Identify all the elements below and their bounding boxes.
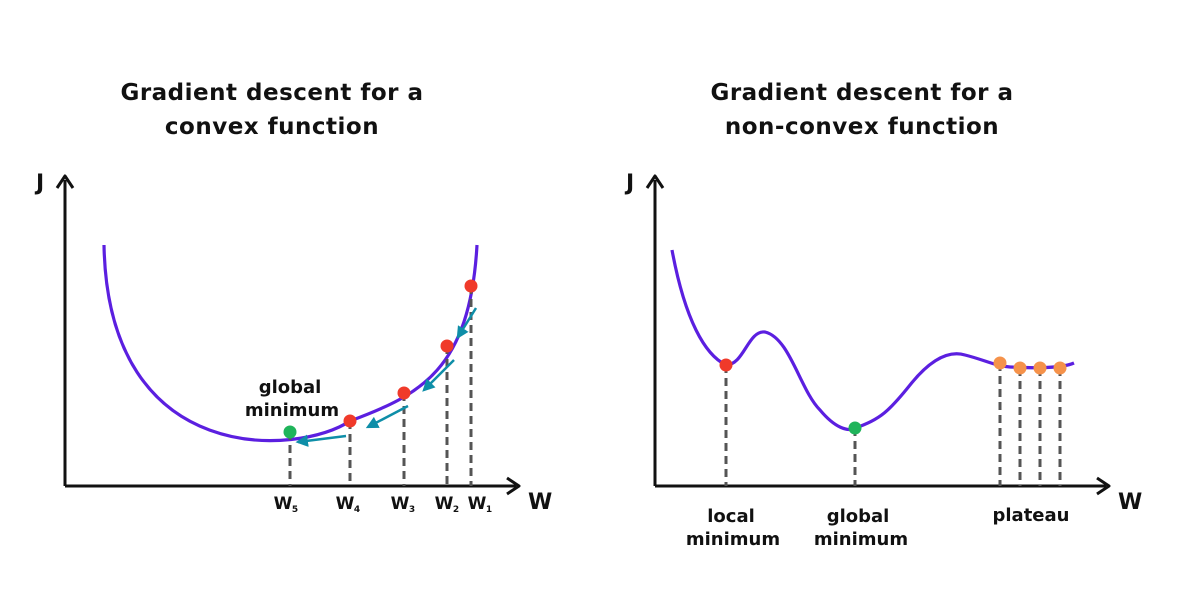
convex-point-w1 [464, 279, 478, 293]
convex-step-arrow-1 [456, 307, 478, 340]
tick-w5-sub: 5 [292, 505, 298, 515]
convex-point-w4 [343, 414, 357, 428]
nonconvex-title-line2: non-convex function [724, 114, 1000, 140]
nonconvex-global-minimum-label-line2: minimum [814, 529, 908, 550]
nonconvex-point-plateau-3 [1033, 361, 1047, 375]
tick-w2-sub: 2 [453, 505, 459, 515]
nonconvex-point-plateau-4 [1053, 361, 1067, 375]
convex-step-arrow-3 [365, 404, 409, 429]
svg-text:W: W [274, 494, 293, 514]
tick-w3-sub: 3 [409, 505, 415, 515]
nonconvex-panel: J W local minimum global minimum plateau [624, 171, 1142, 550]
convex-tick-label-w4: W 4 [336, 494, 361, 515]
tick-w5-main: W [274, 494, 293, 514]
convex-point-w5-global-minimum [283, 425, 297, 439]
convex-tick-label-w1: W 1 [468, 494, 493, 515]
convex-global-minimum-label-line2: minimum [245, 400, 339, 421]
nonconvex-x-axis-label: W [1118, 490, 1142, 515]
nonconvex-title-line1: Gradient descent for a [710, 80, 1014, 106]
tick-w4-main: W [336, 494, 355, 514]
nonconvex-local-minimum-label-line2: minimum [686, 529, 780, 550]
convex-tick-label-w2: W 2 [435, 494, 460, 515]
convex-y-axis-arrowhead [55, 174, 75, 189]
nonconvex-plateau-label: plateau [993, 505, 1070, 526]
convex-tick-label-w3: W 3 [391, 494, 416, 515]
convex-title-line1: Gradient descent for a [120, 80, 424, 106]
nonconvex-point-plateau-1 [993, 356, 1007, 370]
convex-point-w3 [397, 386, 411, 400]
nonconvex-point-local-minimum [719, 358, 733, 372]
nonconvex-cost-curve [670, 249, 1075, 432]
nonconvex-point-plateau-2 [1013, 361, 1027, 375]
convex-step-arrow-4 [295, 434, 347, 447]
convex-x-axis-label: W [528, 490, 552, 515]
nonconvex-x-axis-arrowhead [1096, 476, 1111, 496]
tick-w1-main: W [468, 494, 487, 514]
convex-title-line2: convex function [164, 114, 380, 140]
tick-w4-sub: 4 [354, 505, 360, 515]
tick-w2-main: W [435, 494, 454, 514]
convex-panel: J W global minimum W 5 W 4 [34, 171, 552, 515]
tick-w3-main: W [391, 494, 410, 514]
nonconvex-local-minimum-label-line1: local [707, 506, 755, 527]
convex-tick-label-w5: W 5 [274, 494, 299, 515]
nonconvex-y-axis-arrowhead [645, 174, 665, 189]
nonconvex-global-minimum-label-line1: global [827, 506, 890, 527]
nonconvex-title: Gradient descent for a non-convex functi… [652, 76, 1072, 144]
convex-y-axis-label: J [34, 171, 44, 196]
convex-x-axis-arrowhead [506, 476, 521, 496]
convex-step-arrow-2 [422, 359, 455, 392]
convex-point-w2 [440, 339, 454, 353]
convex-title: Gradient descent for a convex function [62, 76, 482, 144]
nonconvex-y-axis-label: J [624, 171, 634, 196]
nonconvex-point-global-minimum [848, 421, 862, 435]
tick-w1-sub: 1 [486, 505, 492, 515]
convex-global-minimum-label-line1: global [259, 377, 322, 398]
